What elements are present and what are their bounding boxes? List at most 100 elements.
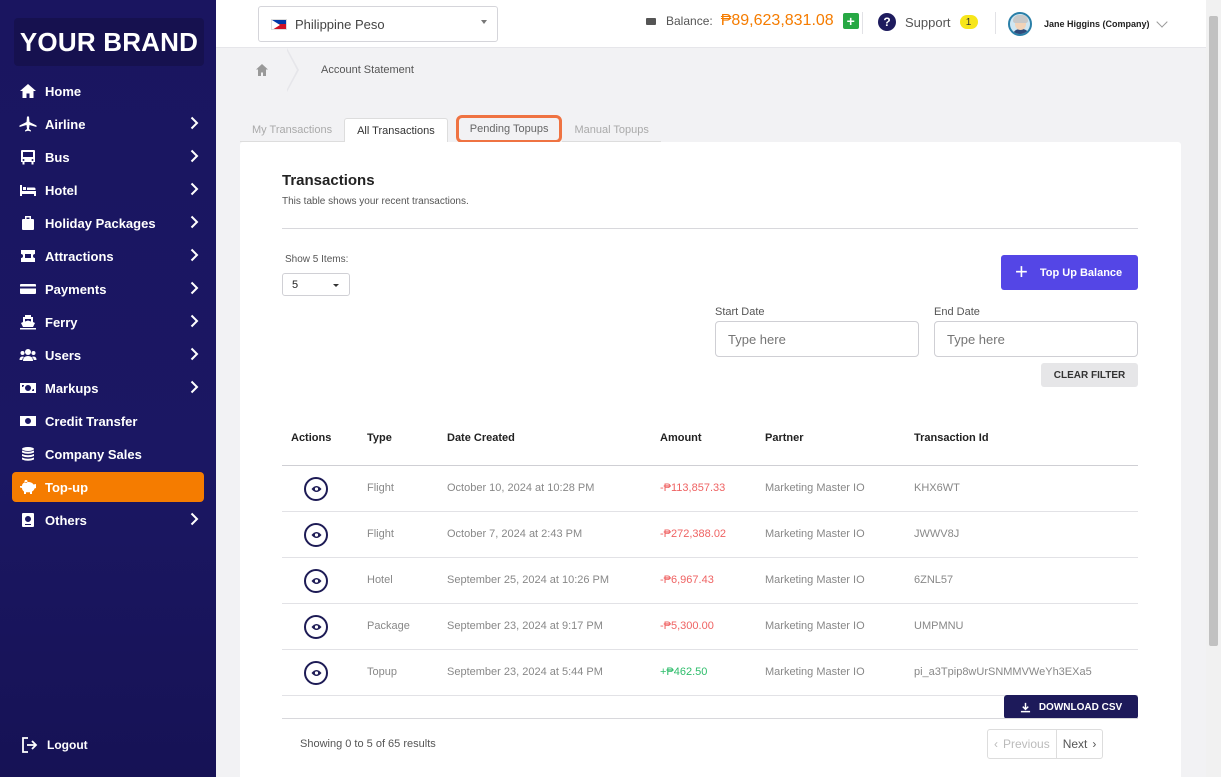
passport-icon <box>18 512 38 528</box>
column-header-amount: Amount <box>660 432 702 444</box>
clear-filter-button[interactable]: CLEAR FILTER <box>1041 363 1138 387</box>
sidebar-item-markups[interactable]: Markups <box>12 373 204 403</box>
start-date-input[interactable] <box>715 321 919 357</box>
table-row: Flight October 7, 2024 at 2:43 PM -₱272,38… <box>282 512 1138 558</box>
sidebar-item-label: Airline <box>45 116 86 132</box>
card-subtitle: This table shows your recent transaction… <box>282 196 469 207</box>
download-csv-button[interactable]: DOWNLOAD CSV <box>1004 695 1138 719</box>
column-header-type: Type <box>367 432 392 444</box>
logout-button[interactable]: Logout <box>20 736 88 754</box>
chevron-right-icon <box>184 248 204 265</box>
add-balance-button[interactable]: + <box>842 13 859 29</box>
balance-display: Balance: ₱89,623,831.08 + <box>646 12 859 30</box>
wallet-icon <box>646 17 656 25</box>
sidebar-item-payments[interactable]: Payments <box>12 274 204 304</box>
end-date-input[interactable] <box>934 321 1138 357</box>
coins-icon <box>18 446 38 462</box>
cell-partner: Marketing Master IO <box>765 528 865 540</box>
chevron-right-icon <box>184 314 204 331</box>
sidebar-item-label: Home <box>45 83 82 99</box>
eye-icon <box>311 624 321 630</box>
page-size-select[interactable]: 5 <box>282 273 350 296</box>
sidebar-item-label: Users <box>45 347 82 363</box>
sidebar-item-credit-transfer[interactable]: Credit Transfer <box>12 406 204 436</box>
support-button[interactable]: ? Support 1 <box>878 13 978 31</box>
philippines-flag-icon <box>271 18 287 30</box>
view-details-button[interactable] <box>304 477 328 501</box>
plus-icon: + <box>1015 258 1028 284</box>
sidebar-item-holiday-packages[interactable]: Holiday Packages <box>12 208 204 238</box>
brand-logo[interactable]: YOUR BRAND <box>14 18 204 66</box>
logout-icon <box>22 737 38 753</box>
cell-date-created: September 25, 2024 at 10:26 PM <box>447 574 610 586</box>
divider <box>282 228 1138 229</box>
sidebar-item-users[interactable]: Users <box>12 340 204 370</box>
cell-transaction-id: pi_a3Tpip8wUrSNMMVWeYh3EXa5 <box>914 666 1092 678</box>
eye-icon <box>311 578 321 584</box>
suitcase-icon <box>18 215 38 231</box>
topbar: Philippine Peso Balance: ₱89,623,831.08 … <box>216 0 1206 48</box>
sidebar-item-label: Bus <box>45 149 70 165</box>
pagination: ‹ Previous Next › <box>987 729 1104 759</box>
previous-page-button[interactable]: ‹ Previous <box>988 730 1056 758</box>
tab-pending-topups[interactable]: Pending Topups <box>455 115 563 143</box>
support-count-badge: 1 <box>959 15 978 29</box>
sidebar-item-bus[interactable]: Bus <box>12 142 204 172</box>
sidebar-item-home[interactable]: Home <box>12 76 204 106</box>
sidebar-item-others[interactable]: Others <box>12 505 204 535</box>
question-icon: ? <box>878 13 896 31</box>
sidebar-item-company-sales[interactable]: Company Sales <box>12 439 204 469</box>
tab-my-transactions[interactable]: My Transactions <box>240 118 345 142</box>
currency-select[interactable]: Philippine Peso <box>258 6 498 42</box>
cell-amount: -₱5,300.00 <box>660 620 714 632</box>
credit-card-icon <box>18 281 38 297</box>
home-icon <box>18 83 38 99</box>
table-row: Package September 23, 2024 at 9:17 PM -₱5,… <box>282 604 1138 650</box>
cell-transaction-id: KHX6WT <box>914 482 960 494</box>
bus-icon <box>18 149 38 165</box>
page-size-value: 5 <box>292 278 299 291</box>
start-date-label: Start Date <box>715 306 765 318</box>
sidebar-item-ferry[interactable]: Ferry <box>12 307 204 337</box>
cell-type: Hotel <box>367 574 393 586</box>
sidebar-item-label: Others <box>45 512 87 528</box>
cell-transaction-id: JWWV8J <box>914 528 960 540</box>
view-details-button[interactable] <box>304 523 328 547</box>
next-label: Next <box>1062 737 1088 751</box>
ticket-icon <box>18 248 38 264</box>
tab-all-transactions[interactable]: All Transactions <box>344 118 448 142</box>
balance-value: ₱89,623,831.08 <box>720 12 834 29</box>
eye-icon <box>311 486 321 492</box>
view-details-button[interactable] <box>304 615 328 639</box>
home-icon[interactable] <box>255 63 269 77</box>
sidebar-item-label: Markups <box>45 380 99 396</box>
view-details-button[interactable] <box>304 569 328 593</box>
download-icon <box>1020 702 1030 712</box>
transactions-table: Actions Type Date Created Amount Partner… <box>282 418 1138 696</box>
sidebar-item-airline[interactable]: Airline <box>12 109 204 139</box>
airplane-icon <box>18 116 38 132</box>
card-title: Transactions <box>282 172 375 189</box>
piggy-bank-icon <box>18 479 38 495</box>
sidebar-item-label: Credit Transfer <box>45 413 138 429</box>
column-header-partner: Partner <box>765 432 804 444</box>
cell-partner: Marketing Master IO <box>765 574 865 586</box>
sidebar-item-label: Attractions <box>45 248 114 264</box>
user-menu[interactable]: Jane Higgins (Company) <box>1008 12 1168 36</box>
end-date-label: End Date <box>934 306 980 318</box>
sidebar-item-hotel[interactable]: Hotel <box>12 175 204 205</box>
scrollbar[interactable] <box>1206 0 1221 777</box>
cell-type: Flight <box>367 528 394 540</box>
sidebar-item-top-up[interactable]: Top-up <box>12 472 204 502</box>
chevron-down-icon <box>1155 16 1168 28</box>
tab-manual-topups[interactable]: Manual Topups <box>562 118 661 142</box>
chevron-right-icon <box>184 116 204 133</box>
top-up-balance-button[interactable]: + Top Up Balance <box>1001 255 1138 290</box>
scrollbar-thumb[interactable] <box>1209 16 1218 646</box>
sidebar-item-label: Top-up <box>45 479 89 495</box>
sidebar-item-attractions[interactable]: Attractions <box>12 241 204 271</box>
chevron-right-icon <box>184 512 204 529</box>
next-page-button[interactable]: Next › <box>1055 730 1103 758</box>
cell-amount: -₱6,967.43 <box>660 574 714 586</box>
view-details-button[interactable] <box>304 661 328 685</box>
